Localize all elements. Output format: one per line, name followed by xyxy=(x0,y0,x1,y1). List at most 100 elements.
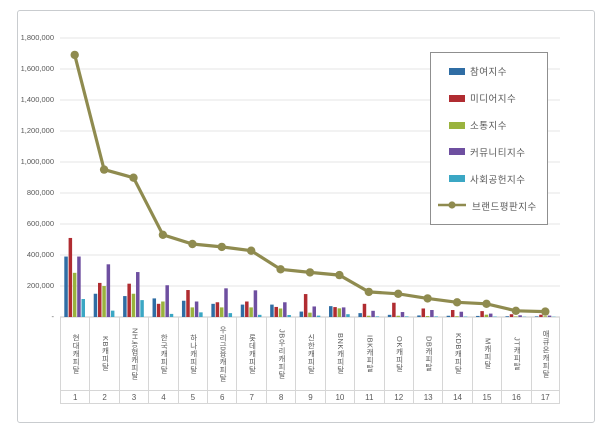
bar-커뮤니티지수 xyxy=(341,307,346,317)
bar-참여지수 xyxy=(358,313,362,318)
bar-소통지수 xyxy=(543,316,547,318)
category-cell: JB우리캐피탈 xyxy=(265,317,295,390)
rank-label: 14 xyxy=(442,390,472,404)
bar-커뮤니티지수 xyxy=(430,310,434,317)
category-cell: 하나캐피탈 xyxy=(177,317,207,390)
bar-미디어지수 xyxy=(127,283,131,318)
bar-커뮤니티지수 xyxy=(547,315,552,318)
category-label: OK캐피탈 xyxy=(395,335,405,372)
bar-참여지수 xyxy=(505,316,509,318)
bar-커뮤니티지수 xyxy=(165,285,169,317)
marker-브랜드평판지수 xyxy=(394,289,403,298)
bar-커뮤니티지수 xyxy=(77,256,81,317)
bar-미디어지수 xyxy=(98,282,102,317)
bar-참여지수 xyxy=(417,315,421,317)
marker-브랜드평판지수 xyxy=(129,173,138,182)
bar-커뮤니티지수 xyxy=(136,272,140,317)
bar-사회공헌지수 xyxy=(140,300,144,317)
bar-참여지수 xyxy=(387,314,392,317)
category-label: M캐피탈 xyxy=(483,338,493,369)
marker-브랜드평판지수 xyxy=(99,165,109,174)
marker-브랜드평판지수 xyxy=(158,230,168,239)
bar-사회공헌지수 xyxy=(316,315,321,318)
bar-참여지수 xyxy=(181,300,186,317)
marker-브랜드평판지수 xyxy=(305,268,315,277)
legend-item: 커뮤니티지수 xyxy=(431,144,547,160)
category-cell: 한국캐피탈 xyxy=(148,317,177,390)
bar-소통지수 xyxy=(308,312,312,317)
y-axis-tick-label: 800,000 xyxy=(26,188,54,197)
category-label: 우리금융캐피탈 xyxy=(218,325,228,382)
bar-커뮤니티지수 xyxy=(518,315,522,318)
category-label: 애큐온캐피탈 xyxy=(541,329,551,378)
bar-미디어지수 xyxy=(333,307,337,317)
bar-소통지수 xyxy=(278,308,283,318)
marker-브랜드평판지수 xyxy=(511,306,521,315)
y-axis-tick-label: 1,600,000 xyxy=(20,64,54,73)
category-label: JB우리캐피탈 xyxy=(277,328,287,379)
bar-사회공헌지수 xyxy=(199,312,203,317)
category-cell: DB캐피탈 xyxy=(412,317,442,390)
marker-브랜드평판지수 xyxy=(452,298,462,307)
bar-참여지수 xyxy=(329,306,333,317)
rank-label: 8 xyxy=(265,390,296,404)
marker-브랜드평판지수 xyxy=(217,242,226,252)
marker-브랜드평판지수 xyxy=(482,299,491,308)
bar-미디어지수 xyxy=(68,237,73,317)
legend-swatch-icon xyxy=(449,121,465,129)
bar-커뮤니티지수 xyxy=(194,301,199,317)
bar-미디어지수 xyxy=(156,303,161,317)
bar-미디어지수 xyxy=(421,308,426,318)
marker-브랜드평판지수 xyxy=(335,270,344,280)
category-cell: IBK캐피탈 xyxy=(354,317,383,390)
category-cell: 현대캐피탈 xyxy=(60,317,89,390)
bar-커뮤니티지수 xyxy=(488,313,493,317)
y-axis-tick-label: 600,000 xyxy=(26,219,54,228)
legend-line-marker-icon xyxy=(437,197,467,215)
bar-커뮤니티지수 xyxy=(459,311,464,317)
category-label: IBK캐피탈 xyxy=(365,334,375,373)
rank-label: 7 xyxy=(236,390,266,404)
rank-label: 13 xyxy=(412,390,443,404)
bar-소통지수 xyxy=(161,301,165,317)
category-label: DB캐피탈 xyxy=(424,335,434,372)
marker-브랜드평판지수 xyxy=(247,246,256,255)
category-cell: 신한캐피탈 xyxy=(295,317,324,390)
legend-item-label: 소통지수 xyxy=(470,121,507,133)
bar-커뮤니티지수 xyxy=(224,288,228,317)
legend-swatch-icon xyxy=(449,148,465,156)
bar-사회공헌지수 xyxy=(81,299,85,317)
category-cell: 롯데캐피탈 xyxy=(236,317,265,390)
bar-미디어지수 xyxy=(539,314,543,318)
bar-커뮤니티지수 xyxy=(106,264,111,317)
rank-label: 4 xyxy=(148,390,178,404)
legend-item-label: 커뮤니티지수 xyxy=(470,147,526,159)
category-label: BNK캐피탈 xyxy=(336,333,346,374)
rank-label: 11 xyxy=(354,390,384,404)
bar-미디어지수 xyxy=(274,306,278,317)
bar-참여지수 xyxy=(123,296,127,317)
bar-소통지수 xyxy=(425,316,430,317)
bar-참여지수 xyxy=(270,304,274,317)
bar-소통지수 xyxy=(219,307,224,317)
bar-소통지수 xyxy=(337,308,342,317)
bar-사회공헌지수 xyxy=(110,310,115,317)
legend-item-label: 미디어지수 xyxy=(470,94,517,106)
marker-브랜드평판지수 xyxy=(541,307,550,316)
bar-미디어지수 xyxy=(450,310,455,317)
rank-label: 3 xyxy=(118,390,149,404)
rank-label: 6 xyxy=(207,390,237,404)
bar-참여지수 xyxy=(93,293,98,317)
rank-label: 9 xyxy=(295,390,325,404)
marker-브랜드평판지수 xyxy=(364,287,373,297)
category-cell: 우리금융캐피탈 xyxy=(207,317,236,390)
bar-미디어지수 xyxy=(509,314,514,317)
category-cell: M캐피탈 xyxy=(471,317,501,390)
bar-소통지수 xyxy=(455,316,459,318)
bar-사회공헌지수 xyxy=(405,316,409,317)
marker-브랜드평판지수 xyxy=(70,50,79,60)
bar-참여지수 xyxy=(240,304,245,317)
x-axis: 현대캐피탈 1 KB캐피탈 2 NH농협캐피탈 3 한국캐피탈 4 하나캐피탈 5 우리금융캐피탈 6… xyxy=(60,317,560,404)
bar-소통지수 xyxy=(249,307,253,317)
rank-label: 5 xyxy=(177,390,208,404)
